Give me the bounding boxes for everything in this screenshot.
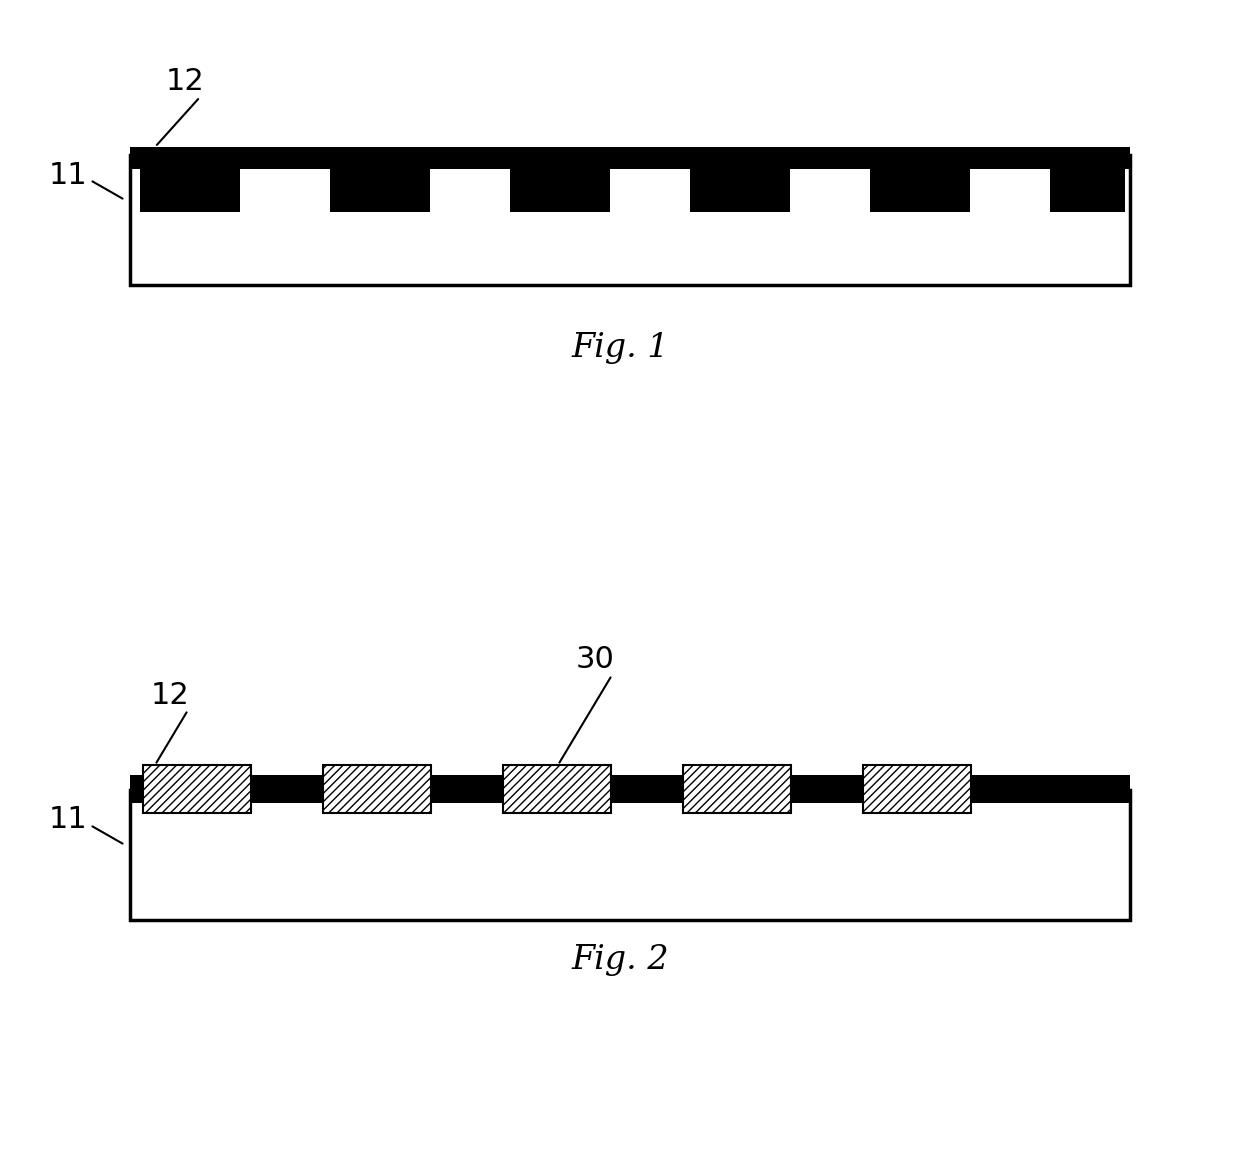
Bar xyxy=(503,765,611,814)
Bar xyxy=(330,147,430,212)
Bar xyxy=(1050,147,1125,212)
Text: Fig. 2: Fig. 2 xyxy=(572,944,668,976)
Bar xyxy=(130,155,1130,285)
Bar xyxy=(140,147,241,212)
Bar xyxy=(322,765,432,814)
Text: 12: 12 xyxy=(150,681,190,709)
Bar xyxy=(130,775,1130,803)
Bar xyxy=(130,147,1130,169)
Bar xyxy=(689,147,790,212)
Text: 11: 11 xyxy=(48,805,87,835)
Bar xyxy=(130,790,1130,920)
Text: 12: 12 xyxy=(166,67,205,96)
Bar xyxy=(683,765,791,814)
Bar xyxy=(870,147,970,212)
Text: Fig. 1: Fig. 1 xyxy=(572,332,668,364)
Text: 11: 11 xyxy=(48,161,87,189)
Bar xyxy=(143,765,250,814)
Text: 30: 30 xyxy=(575,646,615,675)
Bar xyxy=(863,765,971,814)
Bar xyxy=(510,147,610,212)
